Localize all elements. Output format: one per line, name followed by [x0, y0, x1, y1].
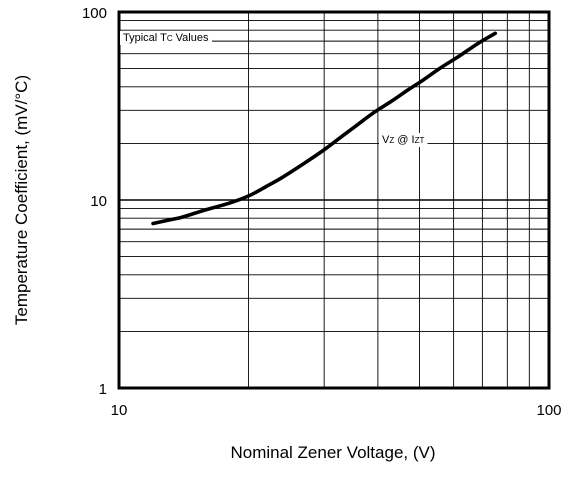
annotation-subscript: C [167, 34, 173, 43]
annotation-background [120, 31, 212, 45]
grid [119, 12, 549, 388]
annotation-rest: Values [173, 32, 209, 44]
annotation-mid: @ I [394, 134, 414, 146]
annotation-main: V [382, 134, 390, 146]
x-tick-label: 10 [111, 402, 128, 419]
y-tick-label: 10 [90, 193, 107, 210]
annotation-main: Typical T [123, 32, 167, 44]
plot-frame [117, 10, 551, 390]
annotation-vz-izt: VZ @ IZT [382, 134, 424, 146]
annotation-subscript: Z [389, 136, 394, 145]
x-tick-label: 100 [536, 402, 561, 419]
series-line-0 [151, 31, 498, 226]
annotation-typical-tc: Typical TC Values [123, 32, 209, 44]
y-tick-label: 1 [99, 381, 107, 398]
y-axis-title: Temperature Coefficient, (mV/°C) [12, 75, 31, 325]
x-axis-title: Nominal Zener Voltage, (V) [230, 443, 435, 462]
y-tick-label: 100 [82, 5, 107, 22]
annotation-background [379, 133, 428, 147]
annotation-subscript-2: ZT [415, 136, 425, 145]
series-layer [151, 31, 498, 226]
